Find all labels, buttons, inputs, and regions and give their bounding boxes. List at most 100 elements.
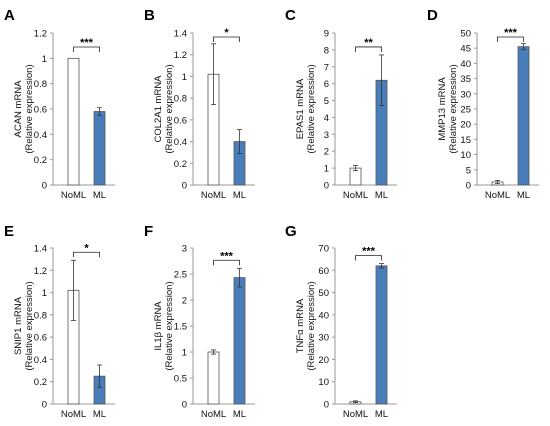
panel-letter: C bbox=[285, 7, 296, 24]
panel-letter: E bbox=[4, 223, 14, 240]
panel-letter: D bbox=[427, 7, 438, 24]
x-tick-label: NoML bbox=[343, 409, 368, 420]
y-tick-label: 70 bbox=[318, 244, 329, 255]
x-tick-label: ML bbox=[517, 190, 530, 201]
significance-marker: ** bbox=[364, 37, 373, 49]
y-tick-label: 0.6 bbox=[34, 105, 47, 116]
y-tick-label: 1.4 bbox=[34, 244, 47, 255]
y-tick-label: 0 bbox=[324, 400, 329, 411]
y-tick-label: 0.4 bbox=[34, 355, 47, 366]
y-tick-label: 0 bbox=[324, 181, 329, 192]
y-tick-label: 5 bbox=[466, 165, 471, 176]
significance-bracket bbox=[355, 46, 382, 52]
y-tick-label: 0 bbox=[182, 400, 187, 411]
y-axis-label: ACAN mRNA bbox=[13, 80, 24, 138]
panel-g: G TNFα mRNA (Relative expression) 0 10 20 30 40… bbox=[285, 223, 397, 420]
y-tick-label: 20 bbox=[318, 355, 329, 366]
y-tick-label: 0.2 bbox=[34, 377, 47, 388]
x-tick-label: ML bbox=[375, 409, 388, 420]
x-tick-label: ML bbox=[233, 409, 246, 420]
significance-marker: * bbox=[84, 242, 89, 254]
panel-letter: G bbox=[285, 223, 297, 240]
y-tick-label: 45 bbox=[460, 44, 471, 55]
y-tick-label: 0 bbox=[466, 181, 471, 192]
panel-c: C EPAS1 mRNA (Relative expression) 0 1 2 3 4 5 6 7… bbox=[285, 7, 397, 201]
significance-marker: * bbox=[224, 27, 229, 39]
panel-d: D MMP13 mRNA (Relative expression) 0 5 10 15 20… bbox=[427, 7, 539, 201]
panel-a: A ACAN mRNA (Relative expression) 0 0.2 0.4 0.… bbox=[4, 7, 115, 201]
x-tick-label: ML bbox=[233, 190, 246, 201]
y-tick-label: 40 bbox=[318, 310, 329, 321]
y-tick-label: 0 bbox=[182, 181, 187, 192]
y-tick-label: 1.2 bbox=[34, 29, 47, 40]
y-tick-label: 0.4 bbox=[34, 130, 47, 141]
panel-f: F IL1β mRNA (Relative expression) 0 0.5 1 1.5 2… bbox=[144, 223, 255, 420]
x-tick-label: ML bbox=[93, 190, 106, 201]
significance-bracket bbox=[497, 36, 524, 42]
x-tick-label: NoML bbox=[485, 190, 510, 201]
bar-noml bbox=[207, 351, 220, 405]
y-tick-label: 3 bbox=[182, 244, 187, 255]
y-tick-label: 0 bbox=[42, 400, 47, 411]
y-tick-label: 0.8 bbox=[174, 94, 187, 105]
bar-ml bbox=[375, 265, 388, 405]
bar-ml bbox=[517, 46, 530, 186]
y-tick-label: 9 bbox=[324, 29, 329, 40]
y-tick-label: 1.4 bbox=[174, 29, 187, 40]
y-tick-label: 2 bbox=[324, 147, 329, 158]
panel-letter: B bbox=[144, 7, 155, 24]
y-tick-label: 35 bbox=[460, 74, 471, 85]
y-axis-label: SNIP1 mRNA bbox=[13, 296, 24, 355]
significance-marker: *** bbox=[220, 250, 234, 262]
bar-noml bbox=[67, 57, 80, 186]
x-tick-label: NoML bbox=[201, 409, 226, 420]
y-tick-label: 0.8 bbox=[34, 79, 47, 90]
y-tick-label: 0.5 bbox=[174, 374, 187, 385]
significance-marker: *** bbox=[362, 246, 376, 258]
y-tick-label: 0.8 bbox=[34, 310, 47, 321]
y-tick-label: 50 bbox=[460, 29, 471, 40]
y-axis-label: (Relative expression) bbox=[306, 281, 317, 370]
y-tick-label: 0.2 bbox=[34, 155, 47, 166]
x-tick-label: ML bbox=[93, 409, 106, 420]
x-tick-label: NoML bbox=[61, 409, 86, 420]
y-tick-label: 15 bbox=[460, 135, 471, 146]
significance-marker: *** bbox=[504, 27, 518, 39]
y-tick-label: 1 bbox=[42, 288, 47, 299]
y-axis-label: EPAS1 mRNA bbox=[295, 78, 306, 139]
y-axis-label: MMP13 mRNA bbox=[437, 77, 448, 141]
significance-marker: *** bbox=[80, 37, 94, 49]
y-tick-label: 3 bbox=[324, 130, 329, 141]
y-tick-label: 20 bbox=[460, 120, 471, 131]
panel-letter: F bbox=[144, 223, 153, 240]
y-axis-label: (Relative expression) bbox=[24, 64, 35, 153]
y-axis-label: IL1β mRNA bbox=[153, 301, 164, 351]
y-tick-label: 1.2 bbox=[34, 266, 47, 277]
y-tick-label: 1 bbox=[42, 54, 47, 65]
y-tick-label: 1 bbox=[182, 72, 187, 83]
y-tick-label: 7 bbox=[324, 62, 329, 73]
y-tick-label: 1.5 bbox=[174, 322, 187, 333]
y-axis-label: (Relative expression) bbox=[164, 64, 175, 153]
y-tick-label: 0.4 bbox=[174, 137, 187, 148]
y-tick-label: 1 bbox=[182, 348, 187, 359]
y-tick-label: 6 bbox=[324, 79, 329, 90]
significance-bracket bbox=[73, 251, 100, 258]
y-axis-label: TNFα mRNA bbox=[295, 298, 306, 353]
y-tick-label: 1 bbox=[324, 164, 329, 175]
y-tick-label: 40 bbox=[460, 59, 471, 70]
y-axis-label: (Relative expression) bbox=[164, 281, 175, 370]
y-axis-label: (Relative expression) bbox=[306, 64, 317, 153]
y-tick-label: 10 bbox=[460, 150, 471, 161]
bar-ml bbox=[233, 277, 246, 405]
x-tick-label: NoML bbox=[201, 190, 226, 201]
x-tick-label: NoML bbox=[343, 190, 368, 201]
y-tick-label: 30 bbox=[318, 333, 329, 344]
y-axis-label: (Relative expression) bbox=[24, 281, 35, 370]
y-tick-label: 5 bbox=[324, 96, 329, 107]
x-tick-label: NoML bbox=[61, 190, 86, 201]
y-tick-label: 0.6 bbox=[34, 333, 47, 344]
x-tick-label: ML bbox=[375, 190, 388, 201]
significance-bracket bbox=[213, 259, 240, 266]
